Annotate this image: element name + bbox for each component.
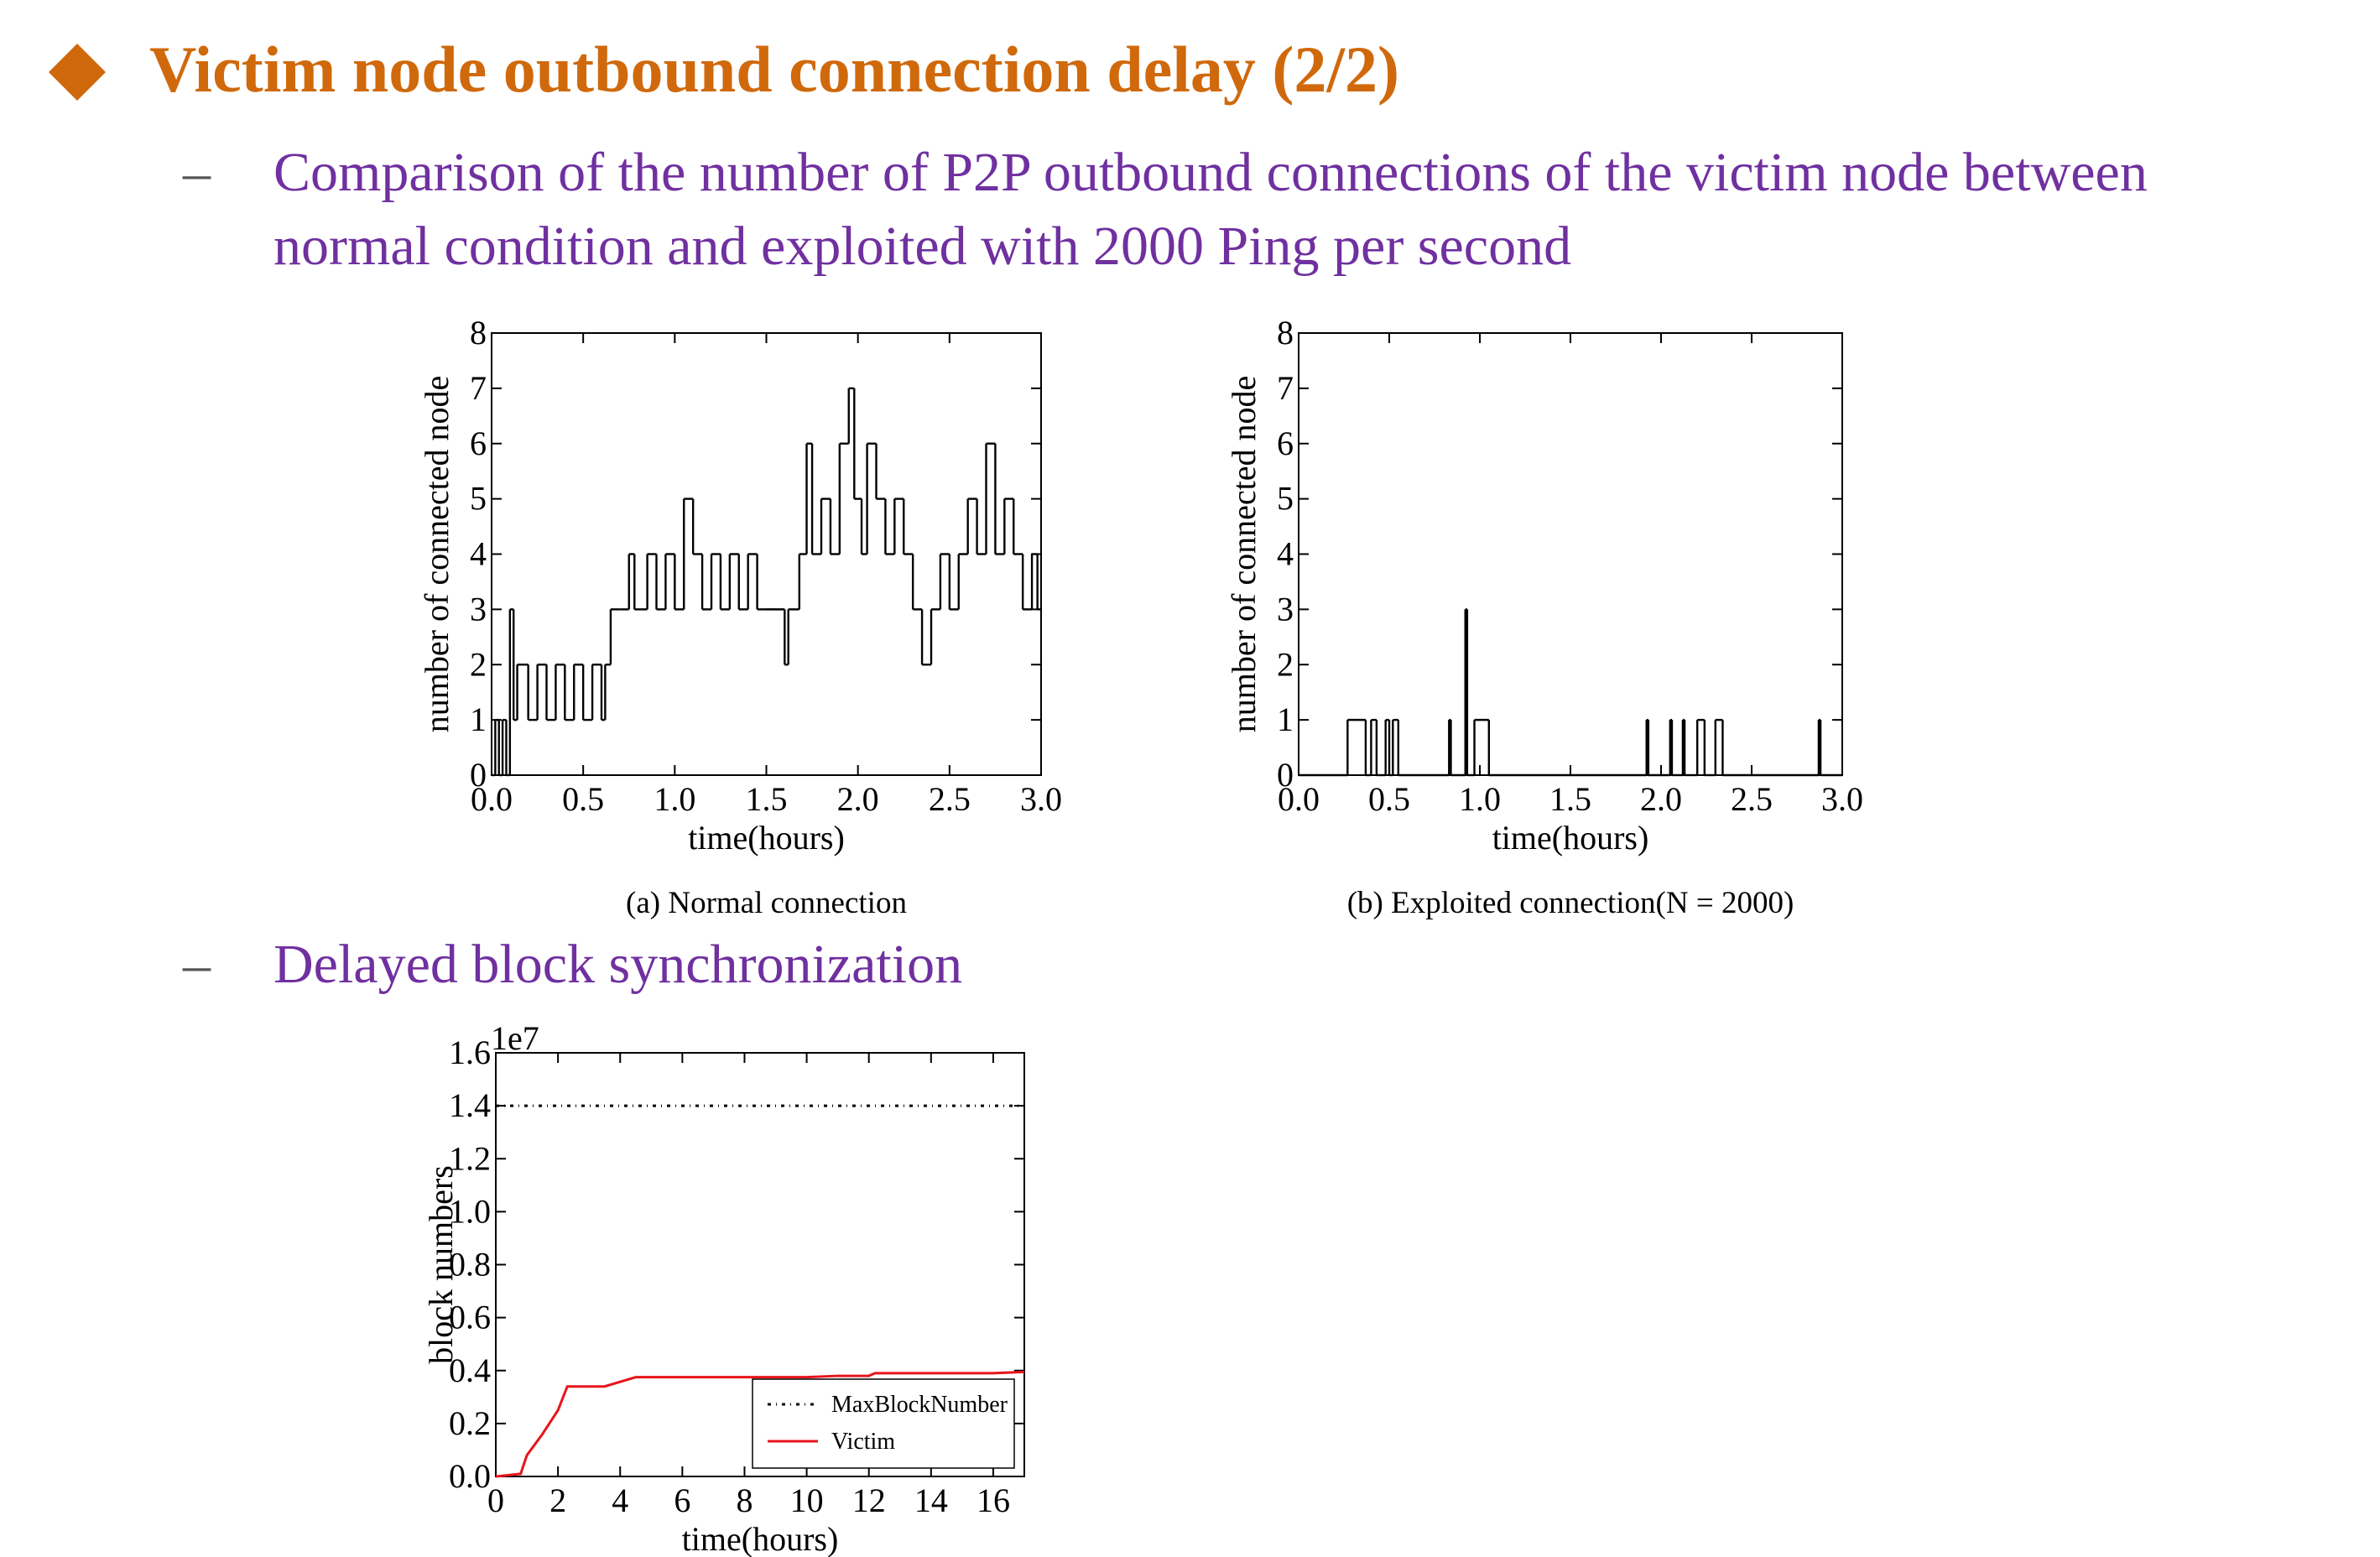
- y-tick-label: 4: [1277, 535, 1294, 573]
- y-tick-label: 0.4: [449, 1351, 491, 1389]
- x-tick-label: 0: [487, 1481, 504, 1519]
- y-tick-label: 1: [1277, 700, 1294, 738]
- x-tick-label: 16: [976, 1481, 1010, 1519]
- y-tick-label: 0.0: [449, 1457, 491, 1495]
- y-tick-label: 6: [470, 424, 487, 462]
- x-axis-label: time(hours): [688, 819, 845, 857]
- y-tick-label: 0.2: [449, 1404, 491, 1442]
- x-axis-label: time(hours): [1492, 819, 1649, 857]
- y-axis-label: number of connected node: [1225, 376, 1263, 732]
- caption: (a) Normal connection: [626, 886, 907, 920]
- x-tick-label: 10: [790, 1481, 824, 1519]
- x-tick-label: 3.0: [1020, 780, 1062, 818]
- x-tick-label: 0.0: [1278, 780, 1320, 818]
- x-tick-label: 6: [674, 1481, 690, 1519]
- x-tick-label: 0.5: [562, 780, 604, 818]
- legend-label: MaxBlockNumber: [831, 1392, 1008, 1418]
- x-tick-label: 8: [736, 1481, 753, 1519]
- x-tick-label: 2.5: [929, 780, 971, 818]
- legend-box: [752, 1378, 1015, 1469]
- x-tick-label: 2.0: [1640, 780, 1682, 818]
- x-tick-label: 0.5: [1368, 780, 1410, 818]
- bullet-diamond: [49, 44, 106, 101]
- x-axis-label: time(hours): [682, 1520, 839, 1557]
- x-tick-label: 12: [852, 1481, 886, 1519]
- y-tick-label: 0.6: [449, 1299, 491, 1336]
- x-tick-label: 1.5: [1549, 780, 1591, 818]
- y-tick-label: 3: [470, 590, 487, 627]
- y-tick-label: 0.8: [449, 1246, 491, 1284]
- x-tick-label: 2.5: [1731, 780, 1773, 818]
- y-tick-label: 1.0: [449, 1192, 491, 1230]
- caption: (b) Exploited connection(N = 2000): [1347, 886, 1794, 920]
- dash: –: [183, 934, 211, 995]
- x-tick-label: 14: [914, 1481, 948, 1519]
- y-tick-label: 4: [470, 535, 487, 573]
- y-tick-label: 5: [1277, 480, 1294, 518]
- bullet-text: Delayed block synchronization: [273, 934, 963, 995]
- x-tick-label: 1.5: [746, 780, 788, 818]
- x-tick-label: 4: [612, 1481, 628, 1519]
- y-tick-label: 2: [1277, 645, 1294, 683]
- y-tick-label: 0: [1277, 756, 1294, 794]
- y-tick-label: 8: [1277, 314, 1294, 351]
- x-tick-label: 3.0: [1821, 780, 1863, 818]
- y-tick-label: 1.2: [449, 1139, 491, 1177]
- dash: –: [183, 142, 211, 203]
- y-tick-label: 1.6: [449, 1034, 491, 1071]
- y-tick-label: 1.4: [449, 1086, 491, 1124]
- y-tick-label: 3: [1277, 590, 1294, 627]
- y-tick-label: 0: [470, 756, 487, 794]
- y-axis-label: block numbers: [422, 1165, 460, 1364]
- y-tick-label: 1: [470, 700, 487, 738]
- y-tick-label: 6: [1277, 424, 1294, 462]
- y-tick-label: 7: [1277, 369, 1294, 407]
- y-tick-label: 5: [470, 480, 487, 518]
- y-tick-label: 2: [470, 645, 487, 683]
- slide-title: Victim node outbound connection delay (2…: [149, 33, 1400, 106]
- x-tick-label: 2: [549, 1481, 566, 1519]
- legend-label: Victim: [831, 1429, 895, 1455]
- x-tick-label: 0.0: [471, 780, 513, 818]
- x-tick-label: 1.0: [1459, 780, 1501, 818]
- x-tick-label: 2.0: [837, 780, 879, 818]
- offset-label: 1e7: [491, 1019, 539, 1057]
- y-tick-label: 8: [470, 314, 487, 351]
- bullet-text: Comparison of the number of P2P outbound…: [273, 142, 2148, 277]
- y-tick-label: 7: [470, 369, 487, 407]
- plot-frame: [1298, 332, 1843, 776]
- y-axis-label: number of connected node: [418, 376, 456, 732]
- series-line: [495, 1370, 1025, 1478]
- x-tick-label: 1.0: [654, 780, 695, 818]
